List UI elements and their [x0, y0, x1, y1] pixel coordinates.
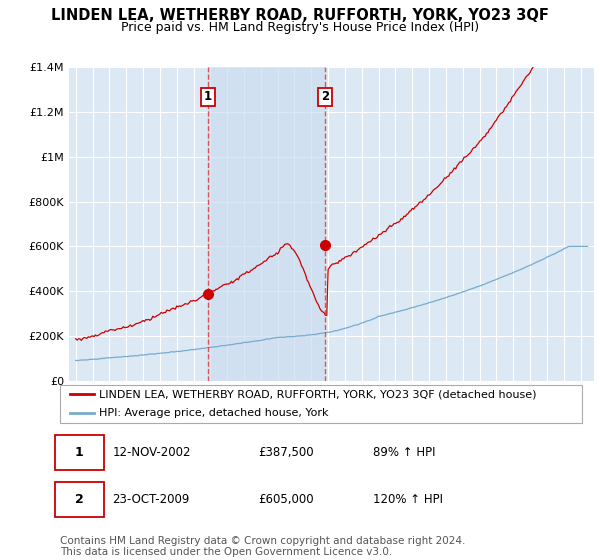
Text: 2: 2	[75, 493, 83, 506]
Text: LINDEN LEA, WETHERBY ROAD, RUFFORTH, YORK, YO23 3QF (detached house): LINDEN LEA, WETHERBY ROAD, RUFFORTH, YOR…	[99, 389, 536, 399]
Text: £387,500: £387,500	[259, 446, 314, 459]
Text: 1: 1	[75, 446, 83, 459]
FancyBboxPatch shape	[60, 385, 582, 423]
Text: 1: 1	[204, 91, 212, 104]
Text: 12-NOV-2002: 12-NOV-2002	[112, 446, 191, 459]
Text: £605,000: £605,000	[259, 493, 314, 506]
Text: 2: 2	[321, 91, 329, 104]
FancyBboxPatch shape	[55, 435, 104, 470]
Text: Contains HM Land Registry data © Crown copyright and database right 2024.
This d: Contains HM Land Registry data © Crown c…	[60, 535, 466, 557]
Bar	[208, 67, 325, 381]
Text: 89% ↑ HPI: 89% ↑ HPI	[373, 446, 436, 459]
Text: 23-OCT-2009: 23-OCT-2009	[112, 493, 190, 506]
FancyBboxPatch shape	[55, 482, 104, 517]
Text: LINDEN LEA, WETHERBY ROAD, RUFFORTH, YORK, YO23 3QF: LINDEN LEA, WETHERBY ROAD, RUFFORTH, YOR…	[51, 8, 549, 24]
Text: 120% ↑ HPI: 120% ↑ HPI	[373, 493, 443, 506]
Text: HPI: Average price, detached house, York: HPI: Average price, detached house, York	[99, 408, 329, 418]
Text: Price paid vs. HM Land Registry's House Price Index (HPI): Price paid vs. HM Land Registry's House …	[121, 21, 479, 34]
